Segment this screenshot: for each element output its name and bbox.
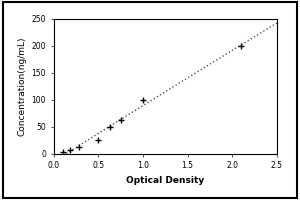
X-axis label: Optical Density: Optical Density: [126, 176, 205, 185]
Y-axis label: Concentration(ng/mL): Concentration(ng/mL): [17, 36, 26, 136]
